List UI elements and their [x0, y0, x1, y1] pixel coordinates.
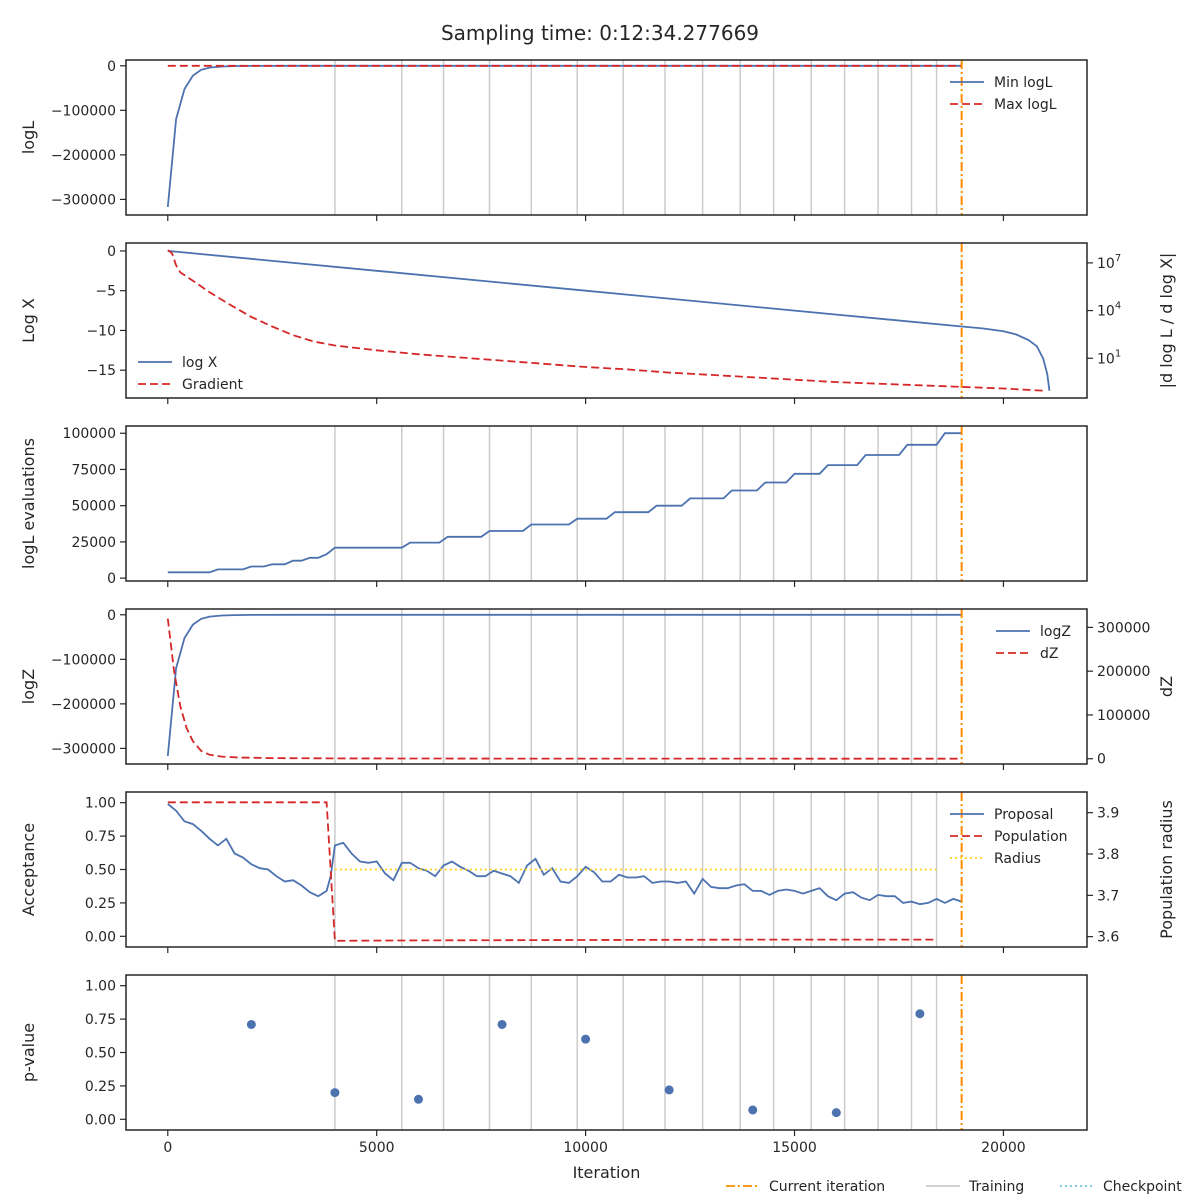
y-axis-label: p-value	[19, 1023, 38, 1082]
data-point	[748, 1105, 758, 1115]
right-y-tick-label: 101	[1097, 348, 1121, 367]
y-tick-label: 0.75	[85, 1012, 116, 1028]
x-tick-label: 0	[163, 1140, 172, 1156]
figure-legend-label: Training	[968, 1179, 1024, 1195]
y-tick-label: 0.00	[85, 929, 116, 945]
right-y-tick-label: 3.6	[1097, 930, 1119, 946]
y-tick-label: −10	[86, 323, 116, 339]
panel-3: 0 25000 50000 75000 100000 logL evaluations	[19, 425, 1088, 587]
y-tick-label: 0.00	[85, 1112, 116, 1128]
data-point	[581, 1034, 591, 1044]
figure-legend-label: Current iteration	[769, 1179, 885, 1195]
y-axis-label: logL	[19, 121, 38, 154]
y-tick-label: 1.00	[85, 796, 116, 812]
axes-frame	[125, 59, 1088, 216]
y-tick-label: 0	[107, 608, 116, 624]
right-y-tick-label: 100000	[1097, 708, 1150, 724]
y-axis-label: logL evaluations	[19, 438, 38, 569]
y-tick-label: −5	[95, 284, 116, 300]
series-line-min-logl	[166, 64, 962, 208]
panel-1: 0 −100000 −200000 −300000 logL Min logL Max lo…	[19, 59, 1088, 221]
legend-label: Gradient	[182, 377, 243, 393]
axes-frame	[125, 425, 1088, 582]
y-tick-label: 1.00	[85, 979, 116, 995]
series-line-population	[167, 801, 937, 942]
y-axis-label: Log X	[19, 298, 38, 343]
axes-frame	[125, 974, 1088, 1131]
right-y-axis-label: Population radius	[1157, 800, 1176, 939]
right-y-tick-label: 0	[1097, 752, 1106, 768]
legend-label: log X	[182, 355, 218, 371]
y-tick-label: 0	[107, 244, 116, 260]
y-tick-label: −100000	[51, 652, 116, 668]
panel-5: 0.00 0.25 0.50 0.75 1.00 3.6 3.7 3.8 3.9 Acceptan…	[19, 791, 1176, 953]
y-tick-label: 0.75	[85, 829, 116, 845]
right-y-tick-label: 300000	[1097, 620, 1150, 636]
data-point	[664, 1085, 674, 1095]
right-y-tick-label: 104	[1097, 301, 1121, 320]
right-y-axis-label: dZ	[1157, 676, 1176, 697]
panel-4: 0 −100000 −200000 −300000 0 100000 200000 30000…	[19, 608, 1176, 770]
y-tick-label: 0	[107, 571, 116, 587]
series-line-proposal	[167, 803, 962, 906]
y-tick-label: 0.50	[85, 863, 116, 879]
panel-2: 0 −5 −10 −15 107 104 101 Log X |d log L / d log …	[19, 242, 1176, 404]
figure-legend-label: Checkpoint	[1103, 1179, 1182, 1195]
x-tick-label: 15000	[772, 1140, 817, 1156]
y-tick-label: 0.25	[85, 1079, 116, 1095]
data-point	[330, 1088, 340, 1098]
figure-legend: Current iteration Training Checkpoint	[726, 1179, 1182, 1195]
y-tick-label: 75000	[71, 462, 116, 478]
y-tick-label: 0.50	[85, 1046, 116, 1062]
legend-label: Proposal	[994, 807, 1053, 823]
x-tick-label: 10000	[563, 1140, 608, 1156]
y-tick-label: −200000	[51, 148, 116, 164]
data-point	[246, 1019, 256, 1029]
axes-frame	[125, 242, 1088, 399]
legend-label: Max logL	[994, 97, 1057, 113]
data-point	[915, 1009, 925, 1019]
data-point	[831, 1108, 841, 1118]
right-y-tick-label: 107	[1097, 253, 1121, 272]
series-line-logz	[166, 613, 962, 757]
series-line-log-x	[167, 250, 1051, 391]
legend-label: logZ	[1040, 624, 1071, 640]
data-point	[413, 1094, 423, 1104]
panel-6: 0.00 0.25 0.50 0.75 1.00 0 5000 10000 15000 20000…	[19, 974, 1088, 1182]
legend-label: Population	[994, 829, 1068, 845]
right-y-tick-label: 3.9	[1097, 806, 1119, 822]
y-tick-label: 100000	[63, 426, 116, 442]
right-y-tick-label: 3.7	[1097, 888, 1119, 904]
figure-title: Sampling time: 0:12:34.277669	[441, 21, 759, 45]
y-tick-label: 0.25	[85, 896, 116, 912]
y-tick-label: −15	[86, 363, 116, 379]
data-point	[497, 1019, 507, 1029]
y-tick-label: −300000	[51, 741, 116, 757]
x-axis-label: Iteration	[573, 1163, 641, 1182]
legend-label: dZ	[1040, 646, 1058, 662]
y-tick-label: 25000	[71, 535, 116, 551]
series-line-3	[167, 432, 962, 574]
y-tick-label: 0	[107, 59, 116, 75]
y-axis-label: Acceptance	[19, 823, 38, 916]
x-tick-label: 5000	[359, 1140, 395, 1156]
axes-frame	[125, 608, 1088, 765]
legend-label: Radius	[994, 851, 1041, 867]
y-tick-label: 50000	[71, 499, 116, 515]
y-axis-label: logZ	[19, 669, 38, 704]
legend-label: Min logL	[994, 75, 1053, 91]
y-tick-label: −300000	[51, 192, 116, 208]
x-tick-label: 20000	[981, 1140, 1026, 1156]
series-line-dz	[166, 618, 962, 760]
y-tick-label: −200000	[51, 697, 116, 713]
right-y-axis-label: |d log L / d log X|	[1157, 253, 1176, 389]
right-y-tick-label: 200000	[1097, 664, 1150, 680]
series-line-gradient	[167, 249, 1046, 392]
y-tick-label: −100000	[51, 103, 116, 119]
right-y-tick-label: 3.8	[1097, 847, 1119, 863]
